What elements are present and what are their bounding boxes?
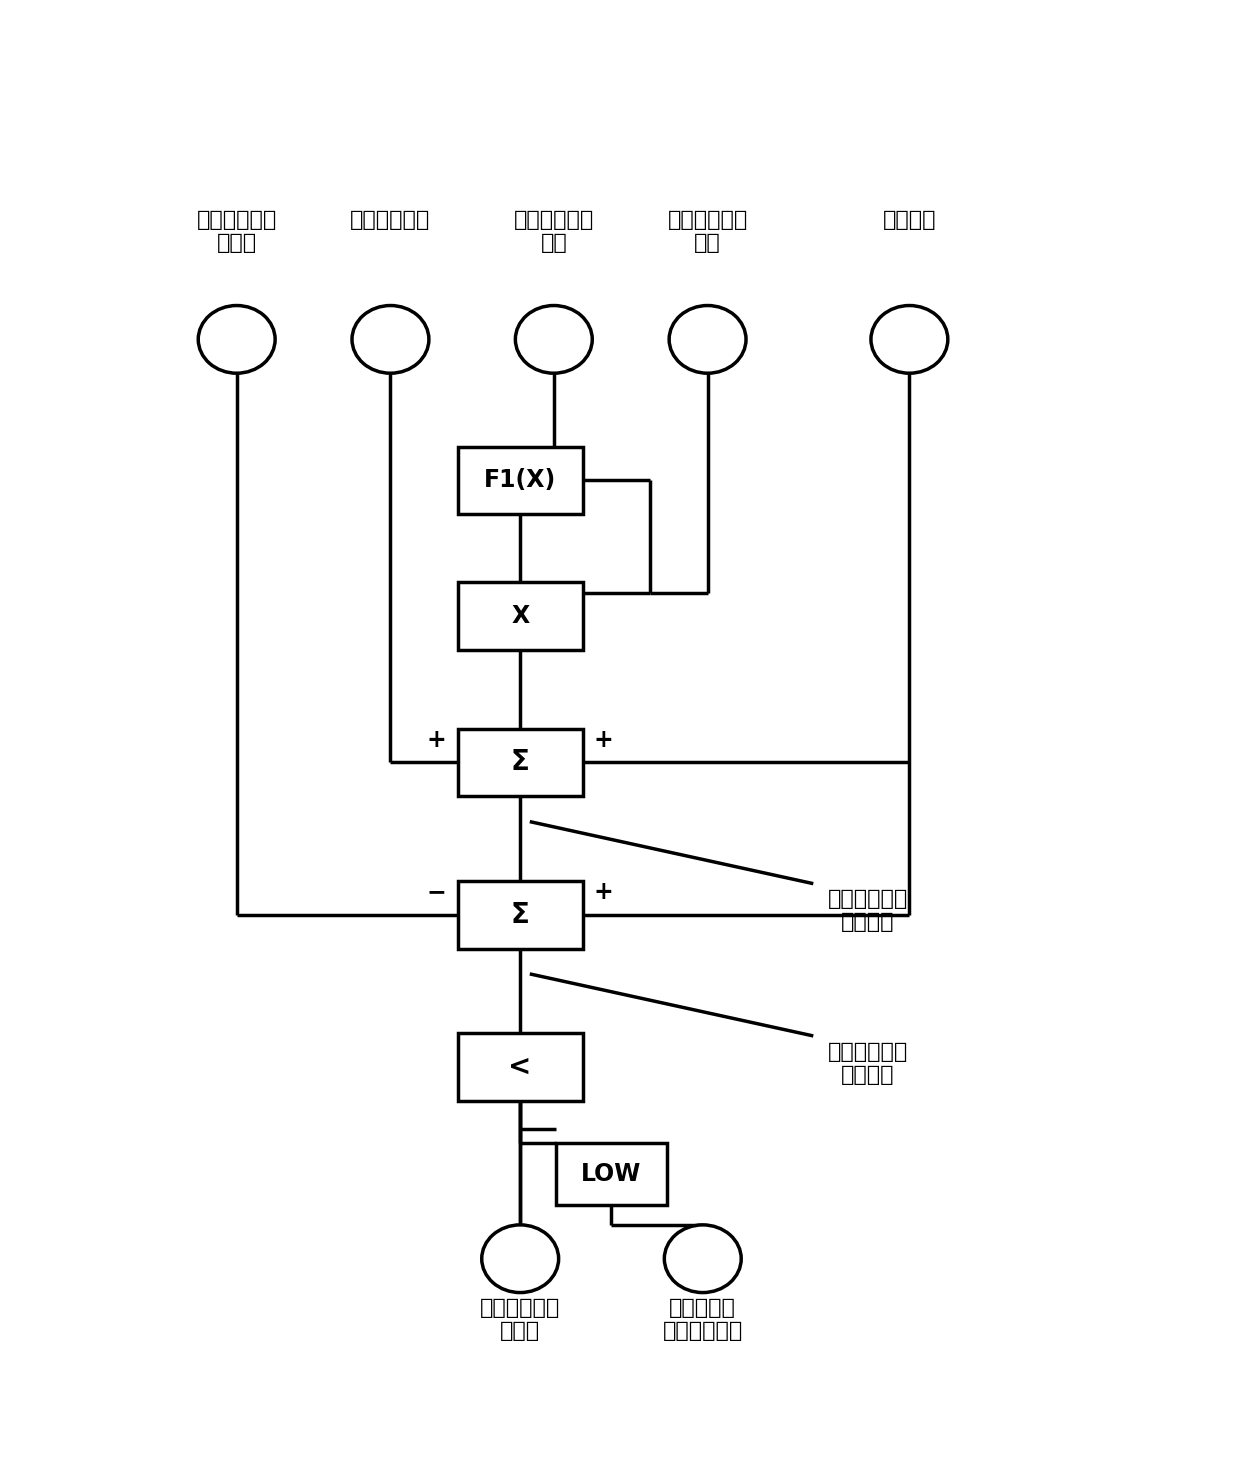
Text: 不允许执行
低频支援方案: 不允许执行 低频支援方案 (662, 1298, 743, 1342)
Bar (458, 1033, 583, 1100)
Text: 燃油当量: 燃油当量 (883, 209, 936, 230)
Text: 理论负荷提升
目标値: 理论负荷提升 目标値 (197, 209, 277, 253)
Bar (458, 582, 583, 649)
Text: X: X (511, 604, 529, 627)
Ellipse shape (665, 1225, 742, 1292)
Text: LOW: LOW (582, 1162, 641, 1187)
Text: 机组负荷提升
能力上限: 机组负荷提升 能力上限 (828, 1042, 908, 1084)
Text: 当前磨组运行
台数: 当前磨组运行 台数 (513, 209, 594, 253)
Bar (557, 1143, 667, 1206)
Text: 实际负荷提升
目标値: 实际负荷提升 目标値 (480, 1298, 560, 1342)
Text: −: − (427, 880, 446, 904)
Ellipse shape (198, 306, 275, 374)
Text: F1(X): F1(X) (484, 469, 557, 492)
Text: 机组实际负荷: 机组实际负荷 (351, 209, 430, 230)
Ellipse shape (516, 306, 593, 374)
Text: <: < (508, 1053, 532, 1081)
Bar (458, 728, 583, 797)
Bar (458, 447, 583, 514)
Bar (458, 880, 583, 948)
Ellipse shape (870, 306, 947, 374)
Ellipse shape (482, 1225, 559, 1292)
Ellipse shape (670, 306, 746, 374)
Text: 单台磨组最大
出力: 单台磨组最大 出力 (667, 209, 748, 253)
Text: +: + (427, 728, 446, 752)
Ellipse shape (352, 306, 429, 374)
Text: 机组当前最大
带载能力: 机组当前最大 带载能力 (828, 889, 908, 933)
Text: +: + (594, 728, 614, 752)
Text: Σ: Σ (511, 901, 529, 929)
Text: +: + (594, 880, 614, 904)
Text: Σ: Σ (511, 749, 529, 776)
